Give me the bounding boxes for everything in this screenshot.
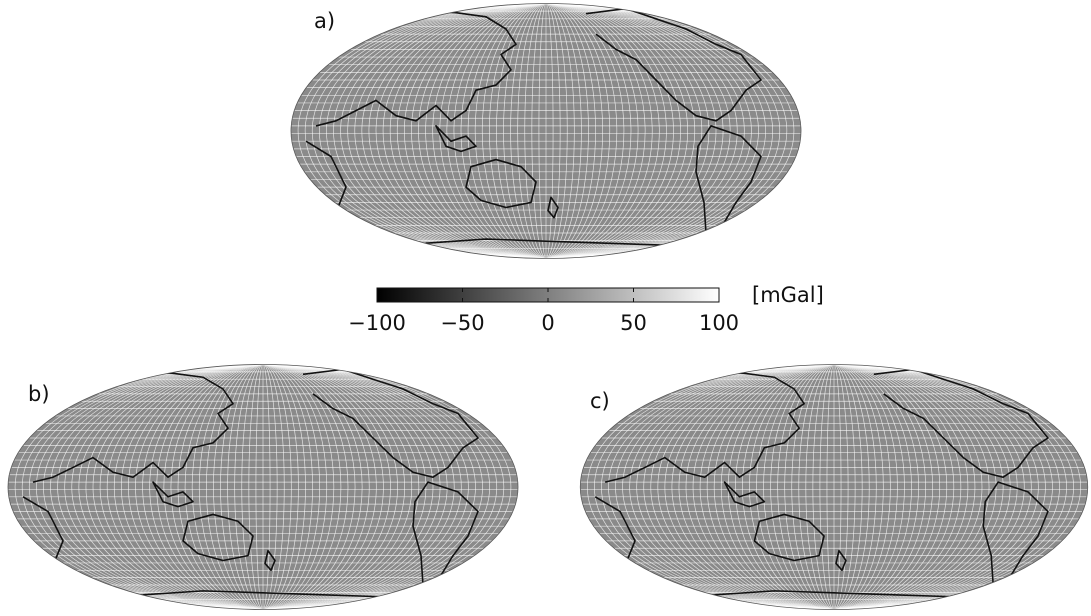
colorbar-tick-label: 0 (541, 311, 554, 335)
map-panel-a (286, 4, 806, 259)
panel-label: c) (590, 389, 610, 413)
colorbar-label: [mGal] (752, 283, 824, 307)
map-panel-b (3, 365, 523, 610)
colorbar-tick-label: −50 (440, 311, 484, 335)
colorbar-tick-label: −100 (348, 311, 406, 335)
colorbar-tick-label: 100 (699, 311, 739, 335)
map-panel-c (575, 365, 1091, 610)
colorbar-tick-label: 50 (620, 311, 647, 335)
panel-label: a) (314, 9, 335, 33)
panel-label: b) (28, 382, 50, 406)
figure: a) b) c) [mGal] −100 −50 0 50 100 (0, 0, 1091, 616)
